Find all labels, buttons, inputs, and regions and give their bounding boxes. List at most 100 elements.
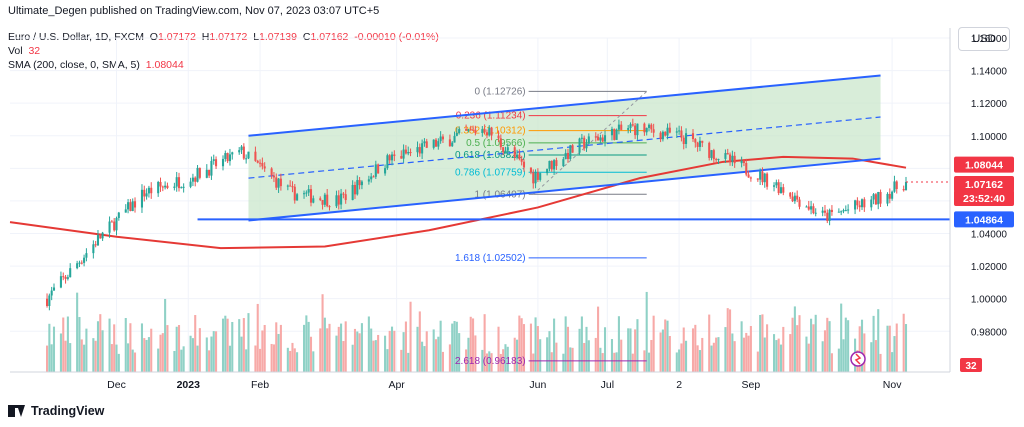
candle-body	[208, 169, 211, 176]
candle-body	[182, 186, 185, 188]
candle-body	[177, 177, 181, 189]
candle-body	[796, 195, 799, 200]
volume-bar	[840, 303, 843, 372]
candle-body	[680, 130, 683, 138]
candle-body	[305, 192, 308, 194]
candle-body	[245, 158, 248, 160]
candle-body	[143, 189, 146, 197]
volume-bar	[323, 317, 326, 372]
candle-body	[571, 145, 574, 153]
volume-value: 32	[28, 45, 41, 57]
candle-body	[407, 152, 410, 154]
candle-body	[696, 142, 699, 147]
volume-bar	[847, 320, 850, 372]
candle-body	[761, 171, 764, 183]
sma-legend[interactable]: SMA (200, close, 0, SMA, 5) 1.08044	[8, 59, 184, 71]
candle-body	[516, 154, 519, 158]
candle-body	[828, 209, 831, 221]
volume-bar	[891, 352, 894, 372]
sma-label: SMA (200, close, 0, SMA, 5)	[8, 59, 140, 71]
volume-bar	[145, 339, 148, 372]
x-tick-label: Nov	[883, 379, 902, 391]
volume-bar	[650, 339, 653, 372]
volume-bar	[307, 321, 310, 372]
volume-bar	[826, 317, 829, 372]
candle-body	[425, 141, 428, 148]
candle-body	[685, 133, 688, 144]
candle-body	[534, 172, 537, 184]
volume-bar	[837, 348, 840, 372]
close-label: C	[302, 31, 311, 43]
volume-bar	[94, 340, 97, 372]
volume-bar	[874, 340, 877, 372]
volume-legend[interactable]: Vol 32	[8, 45, 40, 57]
volume-bar	[756, 351, 759, 372]
volume-bar	[513, 337, 516, 372]
candle-body	[99, 235, 102, 239]
volume-bar	[312, 351, 315, 372]
candle-body	[497, 135, 500, 139]
volume-bar	[680, 343, 683, 372]
candle-body	[62, 276, 65, 278]
candle-body	[823, 210, 827, 213]
candle-body	[490, 127, 493, 136]
candle-body	[578, 138, 581, 153]
candle-body	[562, 159, 565, 166]
volume-bar	[340, 323, 343, 372]
volume-bar	[666, 320, 669, 372]
volume-bar	[610, 339, 614, 372]
candle-body	[259, 162, 262, 164]
candle-body	[733, 155, 736, 164]
volume-bar	[374, 340, 377, 372]
volume-bar	[777, 338, 780, 372]
candle-body	[756, 178, 759, 180]
volume-bar	[129, 323, 132, 372]
candle-body	[418, 147, 421, 154]
volume-bar	[117, 353, 120, 372]
currency-button[interactable]: USD	[958, 27, 1010, 51]
volume-bar	[812, 324, 815, 372]
volume-bar	[870, 342, 873, 372]
volume-bar	[645, 291, 648, 372]
volume-bar	[587, 340, 590, 372]
volume-bar	[643, 350, 646, 372]
candle-body	[488, 127, 491, 136]
published-caption: Ultimate_Degen published on TradingView.…	[8, 5, 380, 17]
candle-body	[594, 136, 597, 138]
candle-body	[124, 209, 127, 213]
volume-bar	[599, 347, 602, 372]
candle-body	[145, 193, 148, 197]
volume-bar	[796, 325, 799, 372]
candle-body	[599, 137, 602, 141]
volume-bar	[228, 345, 231, 372]
volume-bar	[96, 321, 100, 372]
volume-bar	[242, 318, 245, 372]
candle-body	[50, 290, 53, 296]
candle-body	[469, 129, 472, 131]
volume-bar	[309, 336, 313, 372]
volume-bar	[775, 340, 778, 372]
volume-bar	[710, 345, 713, 372]
candle-body	[360, 181, 363, 186]
volume-bar	[481, 349, 484, 372]
tradingview-brand[interactable]: TradingView	[8, 404, 104, 418]
candle-body	[742, 160, 745, 164]
volume-bar	[522, 324, 526, 372]
close-value: 1.07162	[310, 31, 349, 43]
candle-body	[113, 221, 116, 231]
volume-bar	[377, 334, 380, 372]
volume-bar	[115, 344, 118, 372]
volume-bar	[275, 322, 278, 372]
symbol-name[interactable]: Euro / U.S. Dollar, 1D, FXCM	[8, 31, 144, 43]
candle-body	[863, 199, 866, 208]
candle-body	[254, 151, 257, 161]
volume-bar	[277, 333, 280, 372]
volume-bar	[782, 326, 785, 372]
volume-bar	[483, 314, 486, 372]
volume-bar	[458, 333, 461, 372]
candle-body	[643, 123, 646, 133]
candle-body	[691, 133, 695, 140]
candle-body	[842, 210, 845, 212]
candle-body	[423, 141, 426, 144]
